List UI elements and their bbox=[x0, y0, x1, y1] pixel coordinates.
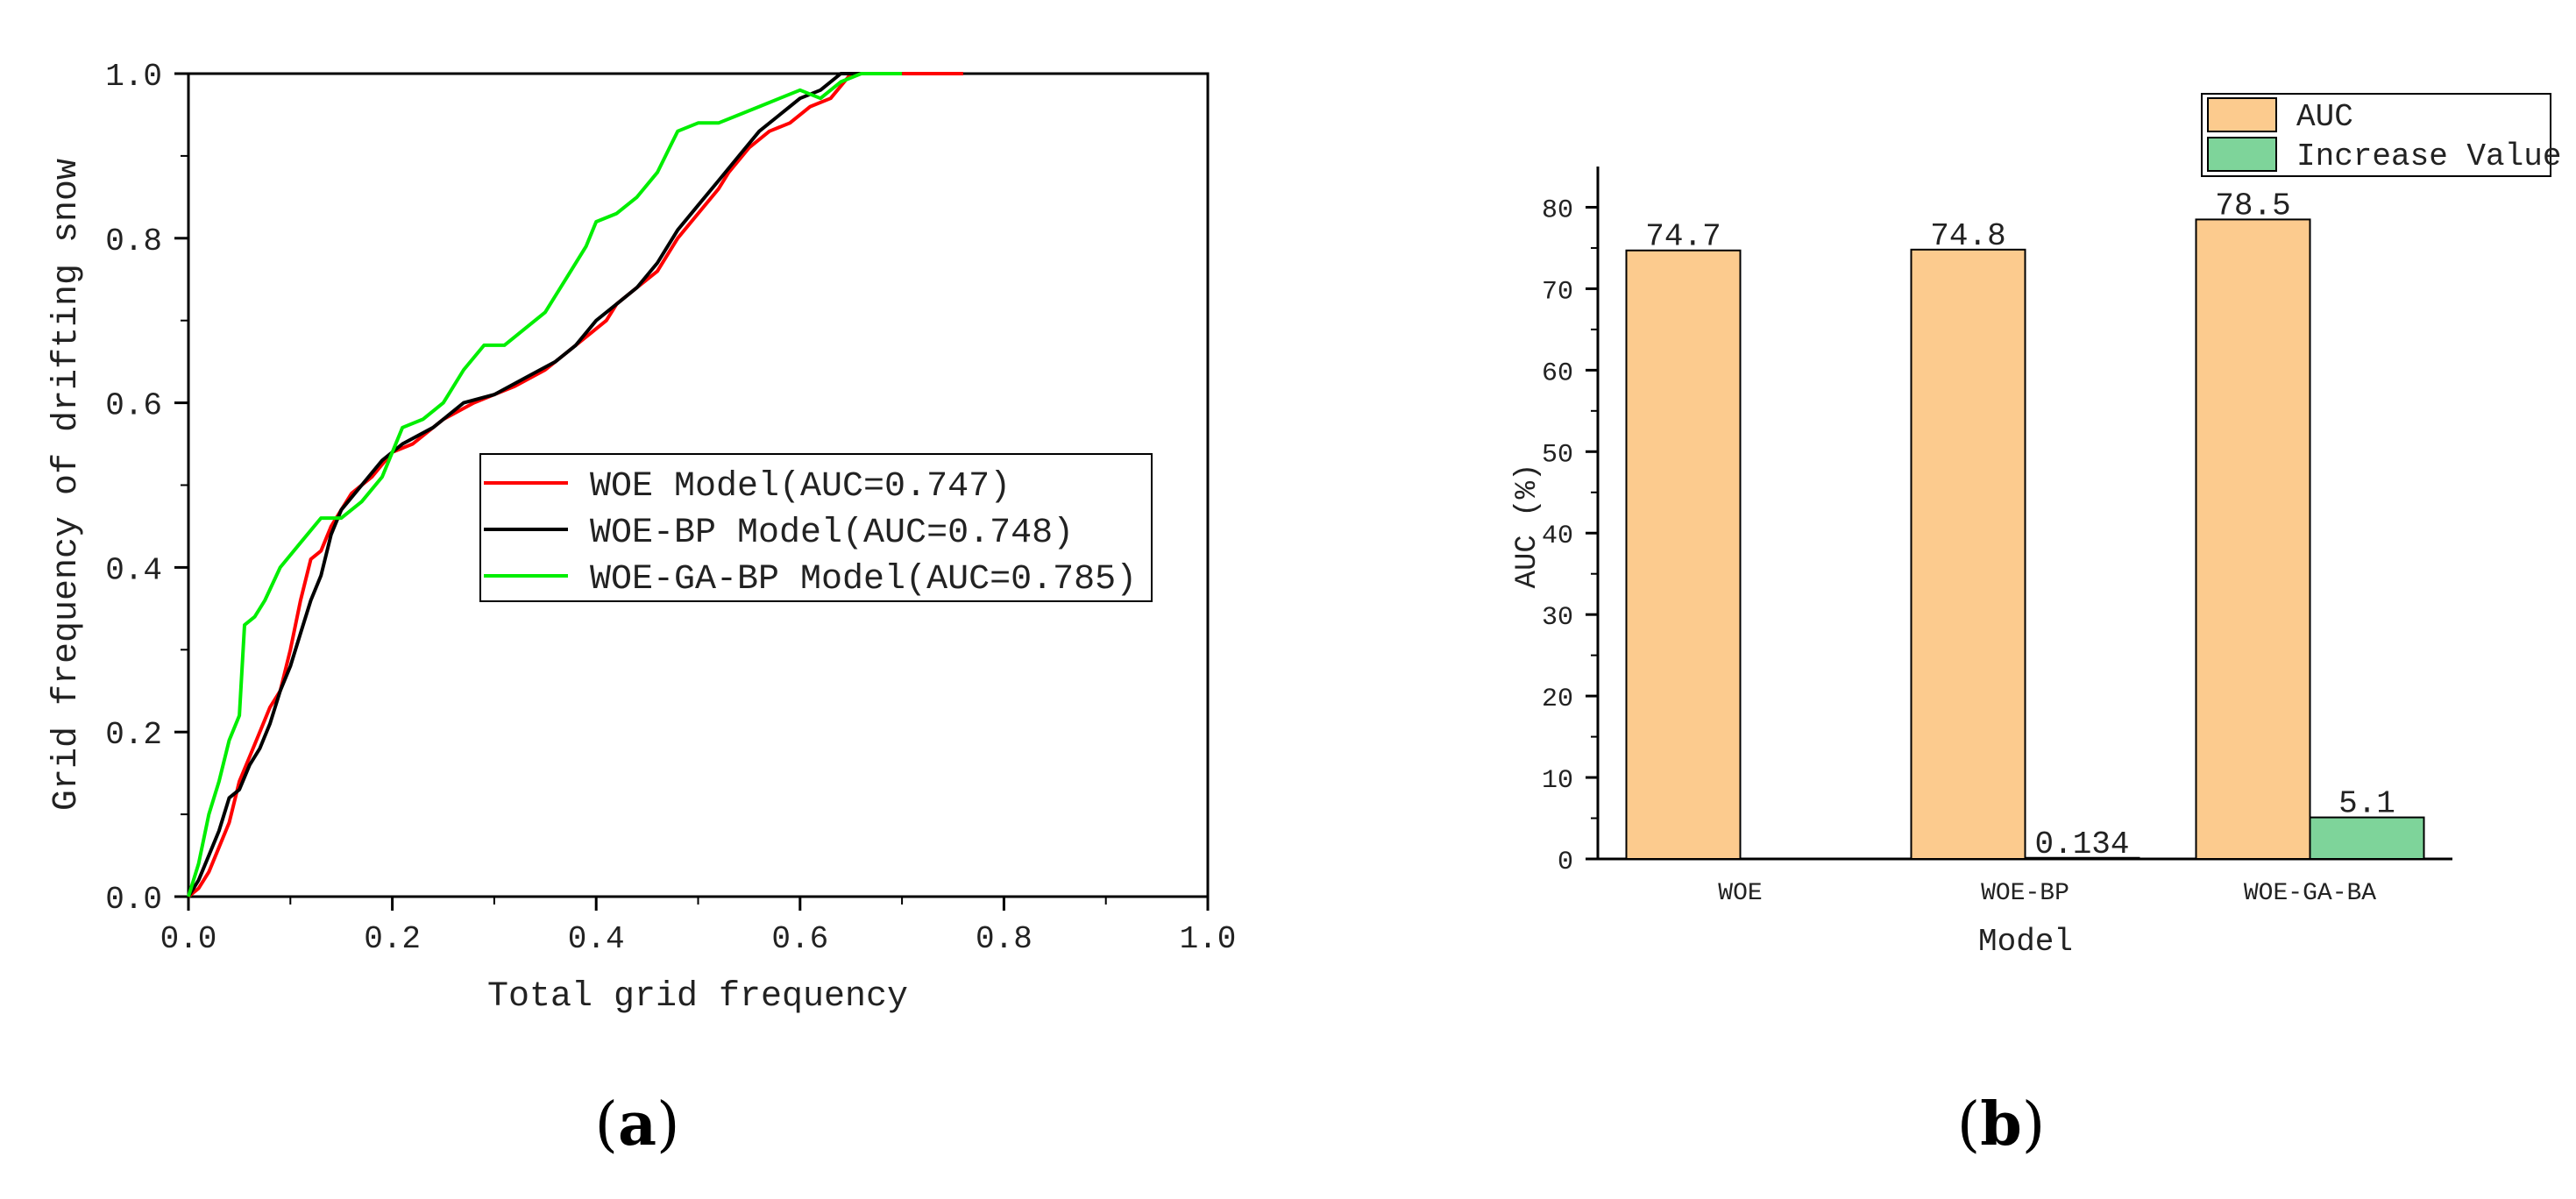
y-tick-label: 30 bbox=[1542, 603, 1573, 633]
legend-swatch bbox=[2207, 137, 2277, 172]
legend-label: Increase Value bbox=[2296, 138, 2561, 174]
roc-x-axis-label: Total grid frequency bbox=[487, 977, 908, 1017]
bar bbox=[1625, 249, 1742, 860]
roc-curves bbox=[187, 72, 963, 898]
y-tick-label: 0.4 bbox=[105, 552, 162, 588]
woe-ga-bp-model-curve bbox=[187, 72, 903, 897]
panel-a-caption: (a) bbox=[594, 1089, 679, 1160]
roc-chart-panel: 0.0 0.2 0.4 0.6 0.8 1.0 0.0 0.2 0.4 0.6 0.8 1.0 Tot… bbox=[47, 59, 1236, 1160]
legend-label: WOE-GA-BP Model(AUC=0.785) bbox=[590, 560, 1137, 600]
roc-legend: WOE Model(AUC=0.747) WOE-BP Model(AUC=0.7… bbox=[479, 453, 1153, 602]
bar-value-label: 0.134 bbox=[2034, 827, 2129, 862]
legend-swatch bbox=[2207, 97, 2277, 132]
bar-value-label: 78.5 bbox=[2215, 188, 2290, 223]
bar bbox=[2309, 816, 2425, 860]
auc-bar-chart-panel: 0 10 20 30 40 50 60 70 80 74.7 WOE 74.8 0.134 WOE-BP… bbox=[1511, 93, 2561, 1160]
y-tick-label: 0 bbox=[1558, 848, 1573, 877]
legend-label: WOE-BP Model(AUC=0.748) bbox=[590, 514, 1074, 553]
roc-axis-ticks: 0.0 0.2 0.4 0.6 0.8 1.0 0.0 0.2 0.4 0.6 0.8 1.0 bbox=[105, 59, 1236, 957]
y-tick-label: 70 bbox=[1542, 277, 1573, 307]
panel-a-letter: a bbox=[618, 1089, 656, 1160]
panel-a-open-paren: ( bbox=[594, 1090, 618, 1160]
x-tick-label: 0.0 bbox=[160, 921, 217, 957]
x-tick-label: 0.8 bbox=[976, 921, 1033, 957]
panel-b-letter: b bbox=[1980, 1089, 2022, 1160]
y-tick-label: 80 bbox=[1542, 195, 1573, 225]
roc-y-axis-label: Grid frequency of drifting snow bbox=[47, 159, 87, 811]
panel-b-open-paren: ( bbox=[1957, 1090, 1981, 1160]
y-tick-label: 0.8 bbox=[105, 223, 162, 259]
y-tick-label: 0.6 bbox=[105, 388, 162, 424]
bar-y-axis-label: AUC (%) bbox=[1511, 464, 1544, 589]
y-tick-label: 20 bbox=[1542, 685, 1573, 714]
y-tick-label: 60 bbox=[1542, 358, 1573, 388]
woe-bp-model-curve bbox=[187, 72, 903, 898]
bar-series: 74.7 WOE 74.8 0.134 WOE-BP 78.5 5.1 WOE-GA-BA bbox=[1625, 188, 2425, 907]
x-tick-label: 1.0 bbox=[1180, 921, 1237, 957]
x-tick-label: 0.2 bbox=[364, 921, 421, 957]
bar-value-label: 74.8 bbox=[1930, 218, 2005, 254]
bar-value-label: 74.7 bbox=[1645, 219, 1721, 255]
bar bbox=[2024, 856, 2140, 860]
y-tick-label: 50 bbox=[1542, 440, 1573, 470]
roc-legend-box bbox=[479, 453, 1153, 602]
x-tick-label: 0.4 bbox=[568, 921, 625, 957]
category-label: WOE bbox=[1718, 880, 1762, 907]
panel-a-close-paren: ) bbox=[656, 1090, 680, 1160]
panel-b-close-paren: ) bbox=[2022, 1090, 2046, 1160]
bar-axis-ticks: 0 10 20 30 40 50 60 70 80 bbox=[1542, 195, 1598, 877]
legend-label: WOE Model(AUC=0.747) bbox=[590, 467, 1011, 507]
panel-b-caption: (b) bbox=[1957, 1089, 2046, 1160]
bar-value-label: 5.1 bbox=[2338, 786, 2395, 822]
y-tick-label: 10 bbox=[1542, 766, 1573, 796]
bar bbox=[1910, 248, 2026, 860]
x-tick-label: 0.6 bbox=[771, 921, 828, 957]
bar bbox=[2195, 218, 2311, 861]
y-tick-label: 1.0 bbox=[105, 59, 162, 95]
y-tick-label: 0.0 bbox=[105, 882, 162, 918]
category-label: WOE-GA-BA bbox=[2244, 880, 2376, 907]
y-tick-label: 40 bbox=[1542, 521, 1573, 551]
y-tick-label: 0.2 bbox=[105, 717, 162, 753]
legend-label: AUC bbox=[2296, 99, 2353, 135]
bar-x-axis-label: Model bbox=[1978, 924, 2073, 960]
category-label: WOE-BP bbox=[1981, 880, 2069, 907]
